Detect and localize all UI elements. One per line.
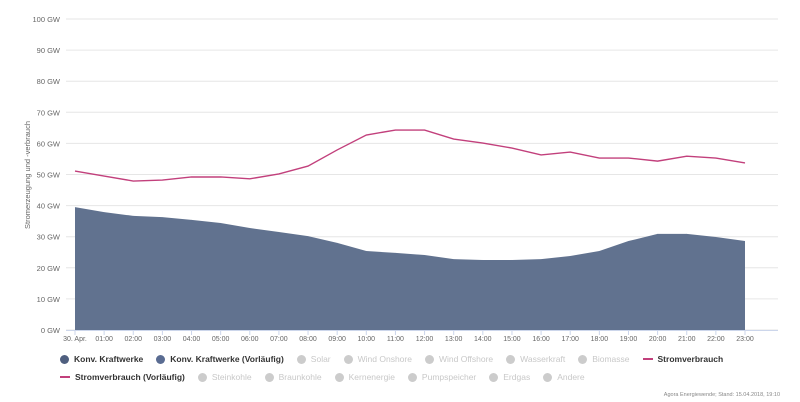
x-tick-label: 14:00	[474, 336, 492, 343]
y-tick-label: 60 GW	[37, 139, 61, 148]
x-tick-label: 06:00	[241, 336, 259, 343]
source-credit: Agora Energiewende; Stand: 15.04.2018, 1…	[663, 392, 780, 398]
x-tick-label: 17:00	[561, 336, 579, 343]
legend-item[interactable]: Biomasse	[578, 354, 630, 364]
x-tick-label: 09:00	[328, 336, 346, 343]
circle-marker-icon	[489, 372, 499, 382]
legend-label: Stromverbrauch (Vorläufig)	[75, 372, 185, 382]
y-tick-label: 30 GW	[37, 233, 61, 242]
circle-marker-icon	[156, 354, 166, 364]
x-tick-label: 13:00	[445, 336, 463, 343]
x-tick-label: 04:00	[183, 336, 201, 343]
x-tick-label: 21:00	[678, 336, 696, 343]
x-tick-label: 20:00	[649, 336, 667, 343]
y-tick-label: 100 GW	[32, 15, 60, 24]
circle-marker-icon	[296, 354, 306, 364]
legend-item[interactable]: Stromverbrauch (Vorläufig)	[60, 372, 185, 382]
x-tick-label: 18:00	[591, 336, 609, 343]
circle-marker-icon	[197, 372, 207, 382]
x-tick-label: 15:00	[503, 336, 521, 343]
x-tick-label: 11:00	[387, 336, 404, 343]
line-stromverbrauch	[74, 129, 746, 182]
x-tick-label: 02:00	[124, 336, 142, 343]
x-tick-label: 22:00	[707, 336, 725, 343]
legend-item[interactable]: Pumpspeicher	[407, 372, 477, 382]
y-tick-label: 50 GW	[37, 171, 61, 180]
y-axis-label: Stromerzeugung und -verbrauch	[23, 121, 32, 229]
legend-label: Biomasse	[592, 354, 630, 364]
legend-item[interactable]: Erdgas	[489, 372, 530, 382]
legend-item[interactable]: Wasserkraft	[506, 354, 565, 364]
y-tick-label: 0 GW	[41, 326, 61, 335]
circle-marker-icon	[543, 372, 553, 382]
x-tick-label: 30. Apr.	[63, 336, 87, 343]
legend-item[interactable]: Wind Offshore	[424, 354, 494, 364]
legend-item[interactable]: Steinkohle	[197, 372, 252, 382]
x-tick-label: 12:00	[416, 336, 434, 343]
legend-row-1: Konv. Kraftwerke Konv. Kraftwerke (Vorläu…	[60, 351, 760, 367]
legend-label: Konv. Kraftwerke (Vorläufig)	[170, 354, 284, 364]
x-tick-label: 07:00	[270, 336, 288, 343]
legend-label: Wasserkraft	[520, 354, 566, 364]
x-tick-label: 10:00	[358, 336, 376, 343]
circle-marker-icon	[343, 354, 353, 364]
legend-item[interactable]: Stromverbrauch	[642, 354, 724, 364]
legend-label: Solar	[310, 354, 331, 364]
y-tick-label: 80 GW	[37, 77, 61, 86]
y-tick-label: 20 GW	[37, 264, 61, 273]
legend-item[interactable]: Andere	[543, 372, 585, 382]
y-tick-label: 90 GW	[37, 46, 61, 55]
x-tick-label: 03:00	[154, 336, 172, 343]
legend-label: Wind Offshore	[438, 354, 494, 364]
legend-label: Kernenergie	[348, 372, 395, 382]
legend-item[interactable]: Konv. Kraftwerke (Vorläufig)	[156, 354, 284, 364]
circle-marker-icon	[578, 354, 588, 364]
y-tick-label: 10 GW	[37, 295, 61, 304]
legend-label: Pumpspeicher	[421, 372, 477, 382]
legend-row-2: Stromverbrauch (Vorläufig) Steinkohle Brau…	[60, 369, 760, 385]
circle-marker-icon	[60, 354, 69, 364]
line-marker-icon	[642, 358, 653, 360]
circle-marker-icon	[334, 372, 344, 382]
x-tick-label: 01:00	[95, 336, 113, 343]
legend-item[interactable]: Konv. Kraftwerke	[60, 354, 143, 364]
legend-label: Stromverbrauch	[657, 354, 724, 364]
legend-label: Erdgas	[503, 372, 531, 382]
legend-label: Konv. Kraftwerke	[74, 354, 144, 364]
legend-item[interactable]: Kernenergie	[334, 372, 395, 382]
circle-marker-icon	[407, 372, 417, 382]
legend: Konv. Kraftwerke Konv. Kraftwerke (Vorläu…	[60, 351, 760, 387]
x-tick-label: 08:00	[299, 336, 317, 343]
circle-marker-icon	[424, 354, 434, 364]
y-tick-label: 40 GW	[37, 202, 61, 211]
x-tick-label: 19:00	[620, 336, 638, 343]
area-konv-kraftwerke	[75, 207, 745, 330]
x-tick-label: 16:00	[532, 336, 550, 343]
circle-marker-icon	[264, 372, 274, 382]
legend-item[interactable]: Solar	[296, 354, 331, 364]
legend-label: Wind Onshore	[357, 354, 412, 364]
legend-label: Steinkohle	[211, 372, 252, 382]
legend-item[interactable]: Braunkohle	[264, 372, 322, 382]
x-tick-label: 05:00	[212, 336, 230, 343]
line-marker-icon	[60, 376, 70, 378]
y-tick-label: 70 GW	[37, 108, 61, 117]
chart: 0 GW 10 GW 20 GW 30 GW 40 GW 50 GW 60 GW 70 GW 8…	[23, 15, 778, 343]
legend-label: Andere	[557, 372, 585, 382]
x-tick-label: 23:00	[736, 336, 754, 343]
legend-label: Braunkohle	[278, 372, 322, 382]
legend-item[interactable]: Wind Onshore	[343, 354, 412, 364]
circle-marker-icon	[506, 354, 516, 364]
